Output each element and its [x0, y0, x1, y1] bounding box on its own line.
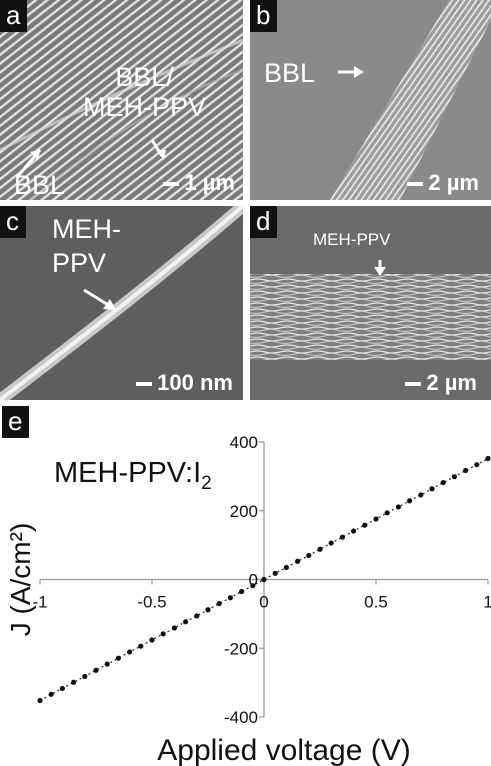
panel-tag-c: c [0, 206, 26, 238]
data-point [373, 516, 379, 522]
scale-bar-a: 1 µm [163, 170, 235, 196]
data-point [127, 649, 133, 655]
label-bbl-meh-ppv: BBL/ MEH-PPV [83, 62, 207, 122]
panel-tag-e: e [2, 406, 30, 438]
data-point [250, 583, 256, 589]
x-tick-label: 1 [483, 593, 491, 612]
jv-chart: -1 -0.5 0 0.5 1 400 200 0 -200 -400 MEH-PPV:I2 J (A… [5, 433, 491, 766]
data-point [183, 619, 189, 625]
fiber-texture-a [0, 0, 243, 200]
data-point [93, 667, 99, 673]
micrograph-panel-b: b BBL 2 µm [250, 0, 491, 200]
annotation-label: MEH-PPV:I2 [54, 457, 212, 494]
data-point [71, 679, 77, 685]
data-point [115, 655, 121, 661]
y-tick-label: -200 [224, 639, 258, 658]
label-meh-ppv-c: MEH- PPV [52, 214, 121, 278]
x-tick-label: -0.5 [137, 593, 166, 612]
data-point [205, 607, 211, 613]
data-point [440, 479, 446, 486]
single-fiber-c [0, 206, 243, 400]
x-axis-label: Applied voltage (V) [157, 734, 410, 766]
panel-tag-b: b [250, 0, 278, 32]
y-tick-label: -400 [224, 708, 258, 727]
data-point [48, 691, 54, 697]
data-point [485, 455, 491, 462]
data-point [261, 576, 267, 583]
x-tick-label: -1 [32, 593, 47, 612]
label-meh-ppv-d: MEH-PPV [313, 230, 391, 249]
data-point [272, 570, 278, 576]
data-point [306, 552, 312, 559]
y-tick-label: 400 [230, 433, 258, 452]
data-point [216, 600, 222, 607]
data-point [328, 540, 334, 546]
data-point [227, 595, 233, 601]
data-point [362, 522, 368, 528]
fiber-bundle-d [250, 260, 491, 360]
data-point [351, 528, 357, 534]
y-tick-label: 0 [249, 571, 258, 590]
data-point [171, 625, 177, 631]
y-axis-label: J (A/cm²) [5, 523, 36, 637]
x-tick-label: 0.5 [364, 593, 388, 612]
panel-tag-a: a [0, 0, 28, 32]
data-point [407, 498, 413, 504]
scale-bar-c: 100 nm [136, 370, 233, 396]
data-point [474, 462, 480, 468]
data-point [418, 492, 424, 498]
data-point [295, 558, 301, 564]
data-point [283, 564, 289, 571]
micrograph-panel-c: c MEH- PPV 100 nm [0, 206, 243, 400]
y-tick-label: 200 [230, 502, 258, 521]
micrograph-panel-d: d MEH-PPV 2 µm [250, 206, 491, 400]
panel-tag-d: d [250, 206, 278, 238]
x-tick-label: 0 [259, 593, 268, 612]
data-point [429, 486, 435, 492]
data-point [104, 661, 110, 667]
data-point [463, 467, 469, 474]
data-point [239, 588, 245, 595]
data-point [59, 685, 65, 692]
data-point [395, 504, 401, 510]
data-point [339, 534, 345, 540]
data-point [149, 637, 155, 643]
label-bbl-b: BBL [264, 58, 316, 88]
scale-bar-b: 2 µm [407, 170, 479, 196]
label-bbl-a: BBL [14, 170, 66, 200]
fiber-bundle-b [330, 0, 491, 200]
data-point [160, 631, 166, 637]
data-point [138, 643, 144, 649]
data-point [384, 510, 390, 516]
data-point [37, 697, 43, 704]
data-point [82, 673, 88, 680]
data-point [194, 613, 200, 619]
data-point [451, 474, 457, 480]
scale-bar-d: 2 µm [405, 370, 477, 396]
micrograph-panel-a: a BBL/ MEH-PPV BBL 1 µm [0, 0, 243, 200]
data-point [317, 546, 323, 552]
